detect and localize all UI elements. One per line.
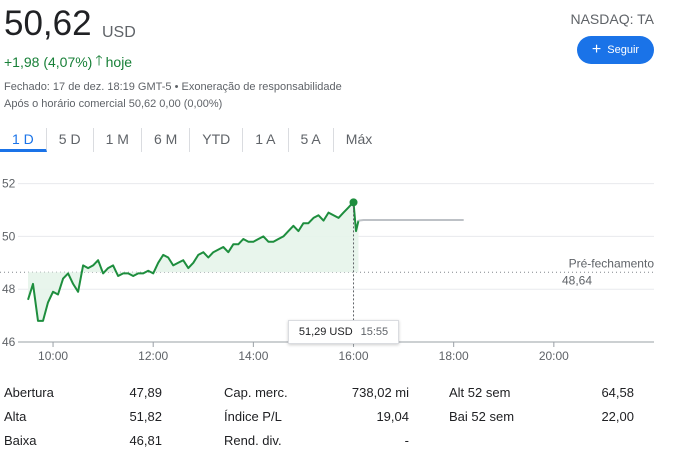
follow-label: Seguir [607,44,640,56]
stat-cell: Rend. div. - [224,433,409,448]
tab-4[interactable]: YTD [190,128,244,152]
tab-7[interactable]: Máx [345,131,373,147]
after-hours-line [358,219,464,222]
change-period: hoje [105,54,133,70]
currency-label: USD [102,24,136,41]
after-hours-info: Após o horário comercial 50,62 0,00 (0,0… [4,98,223,110]
stat-label: Bai 52 sem [449,409,515,424]
stat-label: Alt 52 sem [449,385,511,400]
stat-value: 64,58 [601,385,634,400]
tab-0[interactable]: 1 D [0,128,47,152]
y-tick-label: 48 [2,282,16,296]
arrow-up-icon: 🡑 [95,52,103,68]
x-tick-label: 14:00 [238,349,268,363]
stats-row: Abertura 47,89 Cap. merc. 738,02 mi Alt 52 s… [4,385,644,409]
stats-row: Baixa 46,81 Rend. div. - [4,433,644,457]
stat-label: Cap. merc. [224,385,288,400]
stat-label: Baixa [4,433,37,448]
highlight-point [349,198,358,207]
tab-5[interactable]: 1 A [243,128,289,152]
stat-cell: Baixa 46,81 [4,433,162,448]
stat-value: 51,82 [129,409,162,424]
tab-2[interactable]: 1 M [94,128,142,152]
chart-tooltip: 51,29 USD 15:55 [288,320,399,344]
stat-value: 47,89 [129,385,162,400]
tab-3[interactable]: 6 M [142,128,191,152]
stat-value: - [404,433,409,448]
y-tick-label: 46 [2,335,16,349]
stat-label: Abertura [4,385,54,400]
tab-6[interactable]: 5 A [289,128,334,152]
stats-table: Abertura 47,89 Cap. merc. 738,02 mi Alt 52 s… [4,385,644,457]
stat-cell: Alta 51,82 [4,409,162,424]
stat-cell: Cap. merc. 738,02 mi [224,385,409,400]
x-tick-label: 10:00 [38,349,68,363]
stat-label: Rend. div. [224,433,282,448]
stat-cell: Índice P/L 19,04 [224,409,409,424]
stat-value: 22,00 [601,409,634,424]
x-tick-label: 12:00 [138,349,168,363]
plus-icon: + [591,41,602,58]
previous-close-value: 48,64 [562,273,592,287]
stat-label: Índice P/L [224,409,282,424]
y-tick-label: 52 [2,177,16,191]
x-tick-label: 16:00 [339,349,369,363]
stat-value: 19,04 [376,409,409,424]
price-area-fill [28,202,359,321]
exchange-ticker: NASDAQ: TA [570,11,654,27]
stat-value: 738,02 mi [351,385,409,400]
tab-1[interactable]: 5 D [47,128,94,152]
y-tick-label: 50 [2,229,16,243]
price-line [27,201,360,322]
tooltip-time: 15:55 [360,326,389,338]
tooltip-value: 51,29 USD [298,326,353,338]
x-tick-label: 18:00 [439,349,469,363]
previous-close-label: Pré-fechamento [569,256,655,270]
stat-cell: Alt 52 sem 64,58 [449,385,634,400]
market-closed-info: Fechado: 17 de dez. 18:19 GMT-5 • Exoner… [4,81,342,93]
price-change: +1,98 (4,07%) 🡑 hoje [4,50,132,74]
stats-row: Alta 51,82 Índice P/L 19,04 Bai 52 sem 22,00 [4,409,644,433]
stat-cell: Bai 52 sem 22,00 [449,409,634,424]
stock-price: 50,62 [4,4,92,43]
change-value: +1,98 (4,07%) [4,54,93,70]
stat-cell: Abertura 47,89 [4,385,162,400]
stat-label: Alta [4,409,27,424]
follow-button[interactable]: + Seguir [577,36,654,64]
stat-value: 46,81 [129,433,162,448]
x-tick-label: 20:00 [539,349,569,363]
